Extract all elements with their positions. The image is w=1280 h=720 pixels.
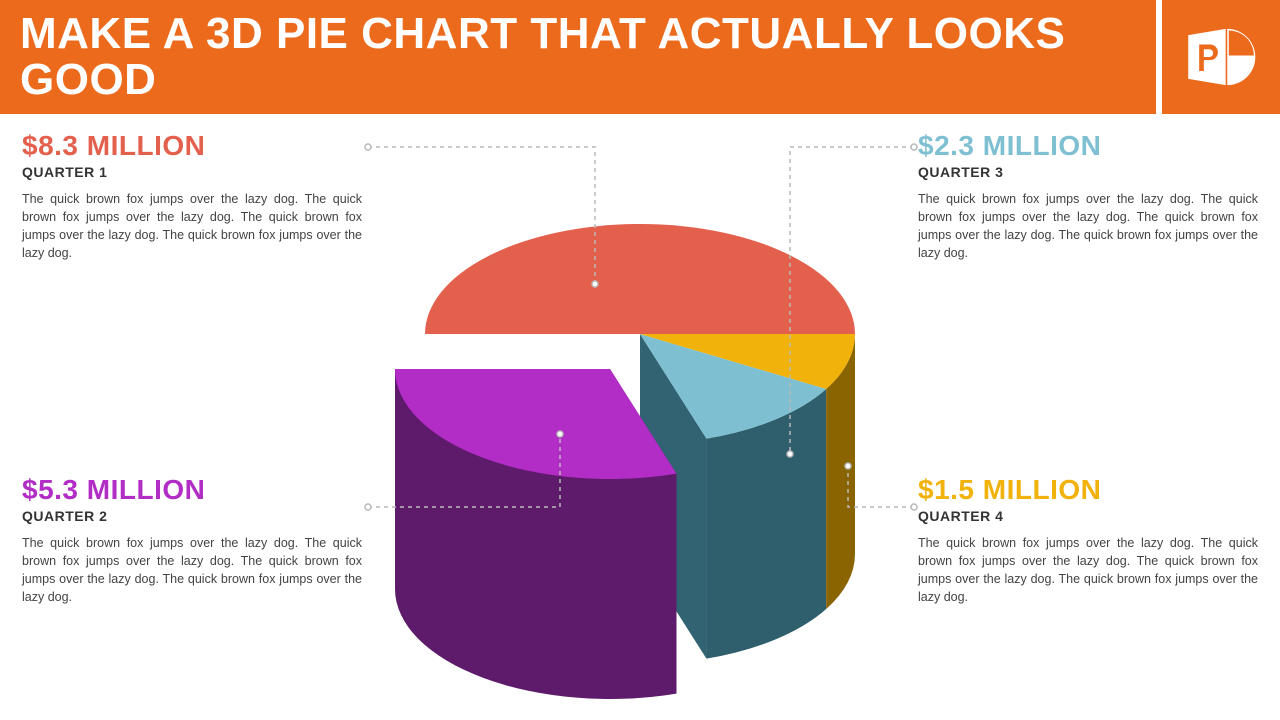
- powerpoint-icon: [1182, 18, 1260, 96]
- header: MAKE A 3D PIE CHART THAT ACTUALLY LOOKS …: [0, 0, 1280, 114]
- callout-value: $2.3 MILLION: [918, 130, 1258, 162]
- callout-q3: $2.3 MILLION QUARTER 3 The quick brown f…: [918, 130, 1258, 263]
- callout-q1: $8.3 MILLION QUARTER 1 The quick brown f…: [22, 130, 362, 263]
- content-area: $8.3 MILLION QUARTER 1 The quick brown f…: [0, 114, 1280, 720]
- callout-value: $8.3 MILLION: [22, 130, 362, 162]
- callout-label: QUARTER 3: [918, 164, 1258, 180]
- callout-body: The quick brown fox jumps over the lazy …: [22, 534, 362, 607]
- callout-label: QUARTER 1: [22, 164, 362, 180]
- callout-label: QUARTER 2: [22, 508, 362, 524]
- callout-value: $5.3 MILLION: [22, 474, 362, 506]
- app-icon-box: [1162, 0, 1280, 114]
- callout-value: $1.5 MILLION: [918, 474, 1258, 506]
- callout-body: The quick brown fox jumps over the lazy …: [918, 534, 1258, 607]
- header-title-wrap: MAKE A 3D PIE CHART THAT ACTUALLY LOOKS …: [0, 0, 1156, 114]
- callout-body: The quick brown fox jumps over the lazy …: [22, 190, 362, 263]
- callout-q4: $1.5 MILLION QUARTER 4 The quick brown f…: [918, 474, 1258, 607]
- callout-q2: $5.3 MILLION QUARTER 2 The quick brown f…: [22, 474, 362, 607]
- callout-body: The quick brown fox jumps over the lazy …: [918, 190, 1258, 263]
- callout-label: QUARTER 4: [918, 508, 1258, 524]
- page-title: MAKE A 3D PIE CHART THAT ACTUALLY LOOKS …: [20, 11, 1136, 103]
- pie-chart-3d: [395, 174, 885, 694]
